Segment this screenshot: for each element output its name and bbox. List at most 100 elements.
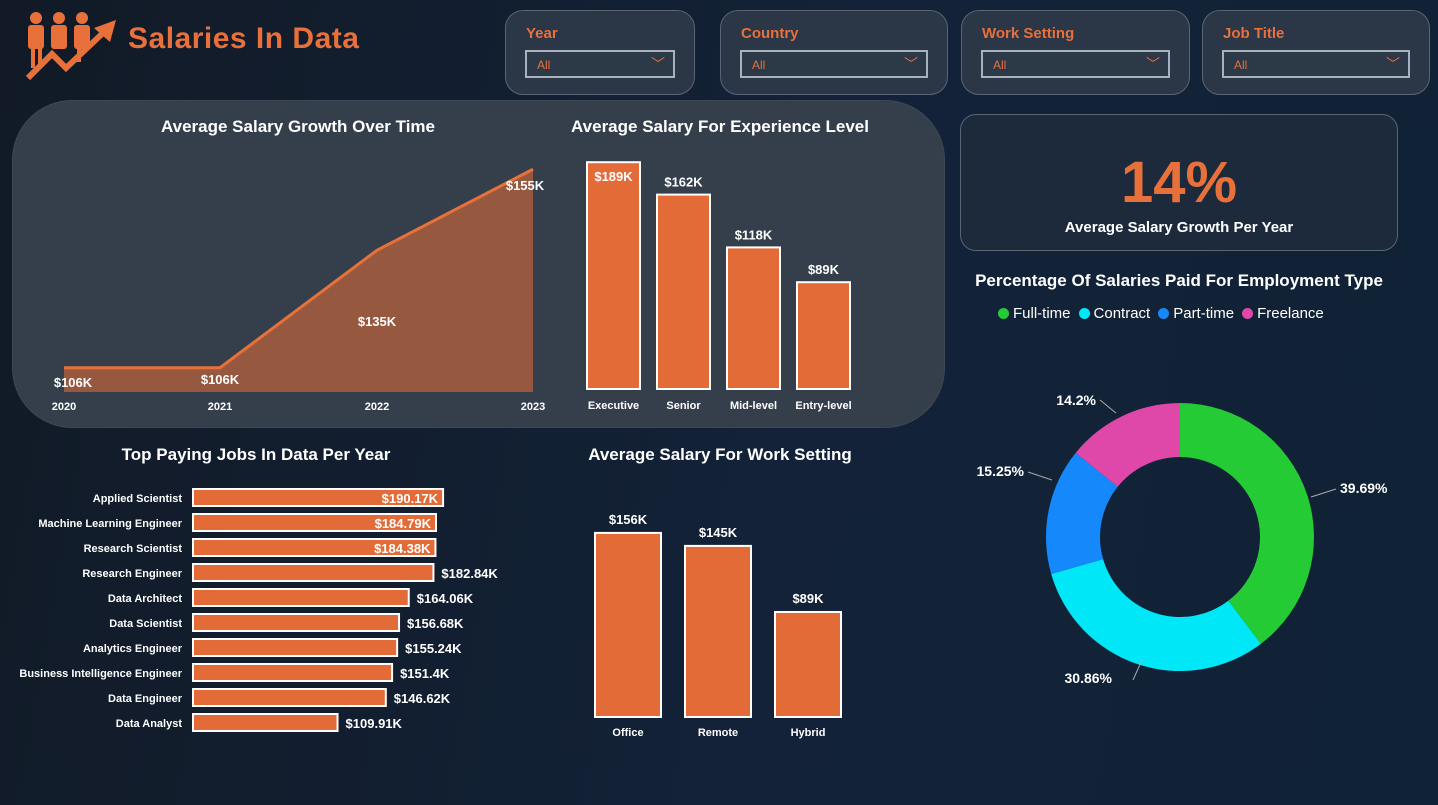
x-tick-label: Hybrid [791,727,826,739]
bar [192,513,437,532]
data-label: 30.86% [1065,670,1113,686]
y-tick-label: Applied Scientist [93,493,183,505]
y-tick-label: Business Intelligence Engineer [19,668,182,680]
year-filter-label: Year [526,25,558,42]
chevron-down-icon: ﹀ [1146,56,1160,72]
kpi-card: 14% Average Salary Growth Per Year [960,114,1398,251]
legend-dot-icon [998,308,1009,319]
job-title-dropdown[interactable]: All ﹀ [1222,50,1410,78]
legend-dot-icon [1078,308,1090,319]
donut-slice [1051,559,1261,672]
x-tick-label: Office [612,727,643,739]
jobs-chart-title: Top Paying Jobs In Data Per Year [121,445,391,464]
data-label: $182.84K [441,566,498,581]
data-label: $89K [792,591,824,606]
legend-item[interactable]: Freelance [1242,305,1324,322]
chevron-down-icon: ﹀ [904,56,918,72]
data-label: 15.25% [977,463,1025,479]
work-setting-dropdown[interactable]: All ﹀ [981,50,1170,78]
work-setting-chart-title: Average Salary For Work Setting [588,445,852,464]
data-label: $156K [609,512,648,527]
chevron-down-icon: ﹀ [1386,56,1400,72]
y-tick-label: Research Engineer [82,568,182,580]
data-label: $189K [594,169,633,184]
job-title-filter-label: Job Title [1223,25,1285,42]
app-title: Salaries In Data [128,22,360,55]
data-label: 14.2% [1056,392,1096,408]
x-tick-label: Remote [698,727,738,739]
leader-line [1310,488,1337,498]
legend-label: Part-time [1173,305,1235,322]
employment-chart-title: Percentage Of Salaries Paid For Employme… [975,271,1383,290]
work-setting-filter: Work Setting All ﹀ [961,10,1190,95]
year-value: All [537,58,551,72]
legend-label: Full-time [1013,305,1071,322]
bar [594,531,662,718]
bar [726,246,781,390]
data-label: $190.17K [382,491,439,506]
y-tick-label: Research Scientist [84,543,183,555]
data-label: $155.24K [405,641,462,656]
data-label: $89K [808,262,840,277]
year-dropdown[interactable]: All ﹀ [525,50,675,78]
x-tick-label: 2021 [208,401,232,413]
data-label: $145K [699,525,738,540]
job-title-filter: Job Title All ﹀ [1202,10,1430,95]
x-tick-label: 2022 [365,401,389,413]
country-filter-label: Country [741,25,799,42]
bar [192,613,401,632]
bar [192,663,394,682]
bar [796,281,851,391]
legend-item[interactable]: Contract [1078,305,1151,322]
data-label: $155K [506,178,545,193]
data-label: $118K [735,227,773,242]
kpi-value: 14% [1120,150,1238,215]
bar [192,713,339,732]
employment-legend: Full-time Contract Part-time Freelance [998,305,1324,322]
chevron-down-icon: ﹀ [651,56,665,72]
legend-item[interactable]: Full-time [998,305,1071,322]
country-dropdown[interactable]: All ﹀ [740,50,928,78]
leader-line [1132,659,1143,681]
bar [656,193,711,390]
legend-item[interactable]: Part-time [1158,305,1234,322]
legend-label: Contract [1093,305,1151,322]
bar [586,161,641,390]
area-fill [64,169,533,392]
data-label: $184.79K [375,516,432,531]
bar [192,588,410,607]
y-tick-label: Data Analyst [116,718,183,730]
job-title-value: All [1234,58,1248,72]
x-tick-label: 2023 [521,401,545,413]
leader-line [1027,471,1053,481]
donut-slice [1075,403,1180,487]
bar [192,638,399,657]
data-label: $106K [201,372,240,387]
donut-slice [1180,403,1314,644]
logo-icon [22,10,122,82]
legend-dot-icon [1158,308,1170,319]
country-filter: Country All ﹀ [720,10,948,95]
data-label: $151.4K [400,666,450,681]
data-label: $109.91K [346,716,403,731]
y-tick-label: Analytics Engineer [83,643,183,655]
data-label: $146.62K [394,691,451,706]
x-tick-label: Entry-level [795,400,851,412]
growth-chart-title: Average Salary Growth Over Time [160,117,436,136]
work-setting-value: All [993,58,1007,72]
work-setting-filter-label: Work Setting [982,25,1075,42]
area-line [64,167,534,370]
bar [192,488,445,507]
year-filter: Year All ﹀ [505,10,695,95]
legend-dot-icon [1242,308,1254,319]
x-tick-label: Mid-level [730,400,777,412]
bar [684,544,752,719]
y-tick-label: Data Architect [108,593,183,605]
y-tick-label: Data Scientist [109,618,182,630]
legend-label: Freelance [1257,305,1324,322]
data-label: $162K [664,175,703,190]
bar [192,538,437,557]
bar [774,610,842,718]
x-tick-label: Executive [588,400,639,412]
